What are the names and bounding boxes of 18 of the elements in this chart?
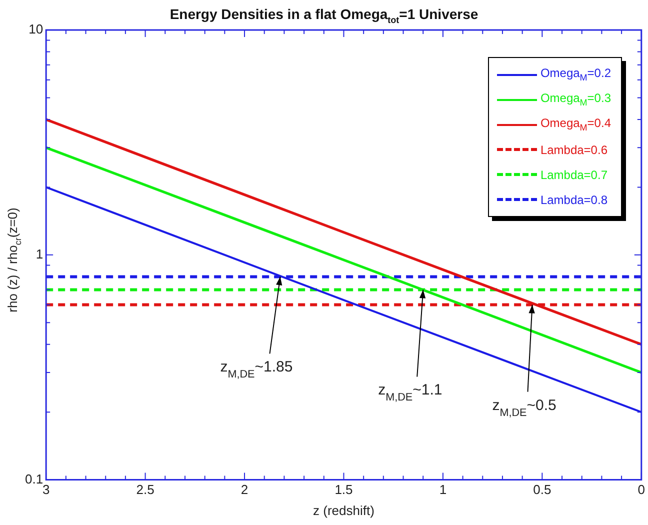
legend-label: Omega$_{M}$=0.3 [540, 91, 611, 108]
y-tick-label: 0.1 [24, 471, 44, 486]
x-tick-label: 2 [240, 482, 248, 498]
legend-label: Lambda=0.6 [540, 142, 608, 156]
y-tick-label: 1 [36, 246, 44, 262]
chart-title: Energy Densities in a flat Omega$_{tot}$=1 Universe [170, 6, 478, 25]
x-tick-label: 0 [638, 482, 645, 498]
x-axis-title: z (redshift) [313, 502, 374, 518]
legend-label: Omega$_{M}$=0.4 [540, 116, 611, 133]
x-tick-label: 1.5 [334, 482, 353, 498]
x-tick-label: 3 [42, 482, 50, 498]
x-tick-label: 2.5 [136, 482, 154, 498]
y-tick-label: 10 [28, 22, 44, 37]
x-tick-label: 1 [439, 482, 447, 498]
legend-label: Lambda=0.8 [540, 192, 608, 206]
legend-label: Lambda=0.7 [540, 168, 608, 182]
x-tick-label: 0.5 [533, 482, 552, 498]
legend-label: Omega$_{M}$=0.2 [540, 66, 611, 83]
